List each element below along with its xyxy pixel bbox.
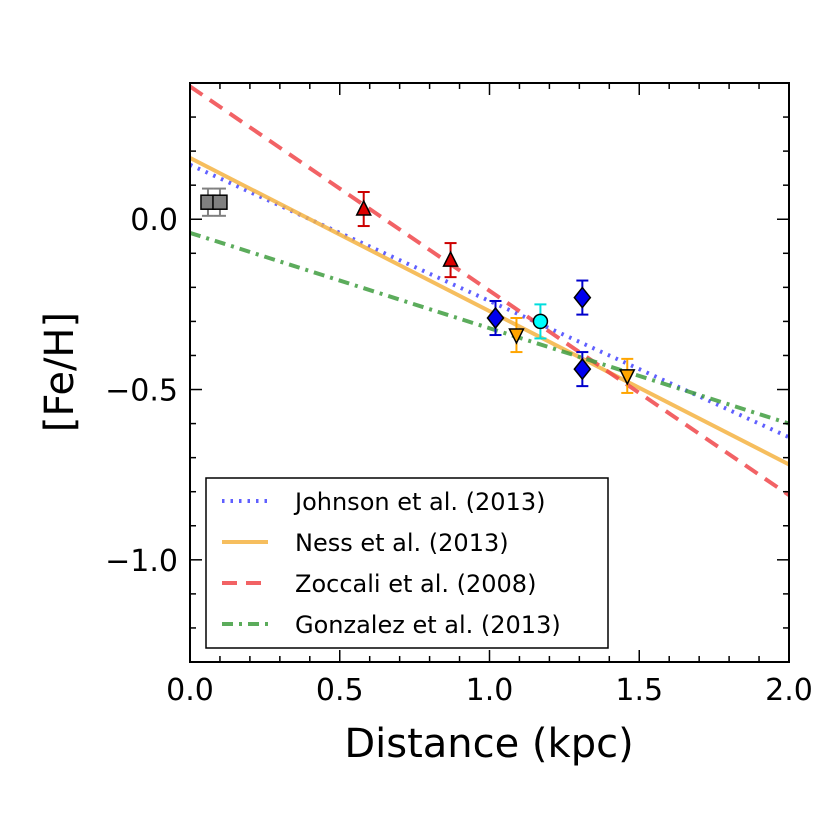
legend-label: Gonzalez et al. (2013) [295, 611, 561, 639]
line-zoccali-et-al-2008 [190, 84, 789, 497]
marker [486, 306, 505, 330]
y-tick-label: −1.0 [105, 544, 178, 579]
x-axis-label: Distance (kpc) [344, 721, 633, 767]
y-tick-label: 0.0 [130, 203, 178, 238]
line-ness-et-al-2013 [190, 156, 789, 467]
legend-label: Johnson et al. (2013) [293, 488, 545, 516]
marker [442, 250, 459, 267]
point-blue-diamond-3 [573, 351, 592, 388]
data-points [200, 187, 636, 394]
marker [355, 199, 372, 216]
point-red-triangle-1 [355, 190, 372, 228]
marker [212, 194, 228, 210]
fit-lines [190, 84, 789, 497]
marker [532, 313, 549, 330]
marker [573, 286, 592, 309]
legend-entry: Zoccali et al. (2008) [222, 570, 536, 598]
x-tick-label: 2.0 [765, 673, 813, 708]
y-axis-label: [Fe/H] [37, 312, 83, 432]
point-orange-triangle-2 [619, 357, 636, 394]
point-cyan-circle [532, 303, 549, 340]
legend-label: Ness et al. (2013) [295, 529, 509, 557]
marker [619, 369, 636, 386]
marker [508, 328, 525, 345]
point-blue-diamond-1 [486, 299, 505, 337]
line-gonzalez-et-al-2013 [190, 230, 789, 426]
legend-entry: Johnson et al. (2013) [222, 488, 545, 516]
legend: Johnson et al. (2013) Ness et al. (2013) Z… [205, 477, 609, 649]
x-tick-label: 1.0 [466, 673, 514, 708]
legend-label: Zoccali et al. (2008) [295, 570, 536, 598]
point-orange-triangle-1 [508, 317, 525, 354]
marker [573, 357, 592, 381]
legend-box [205, 477, 609, 649]
point-grey-square-2 [212, 187, 228, 217]
x-tick-label: 0.0 [166, 673, 214, 708]
axis-ticks: 0.0 0.5 1.0 1.5 2.0 0.0 −0.5 −1.0 [105, 82, 813, 708]
point-blue-diamond-2 [573, 279, 592, 316]
legend-entry: Gonzalez et al. (2013) [222, 611, 561, 639]
x-tick-label: 1.5 [615, 673, 663, 708]
x-tick-label: 0.5 [316, 673, 364, 708]
legend-entry: Ness et al. (2013) [222, 529, 509, 557]
y-tick-label: −0.5 [105, 374, 178, 409]
point-red-triangle-2 [442, 242, 459, 279]
